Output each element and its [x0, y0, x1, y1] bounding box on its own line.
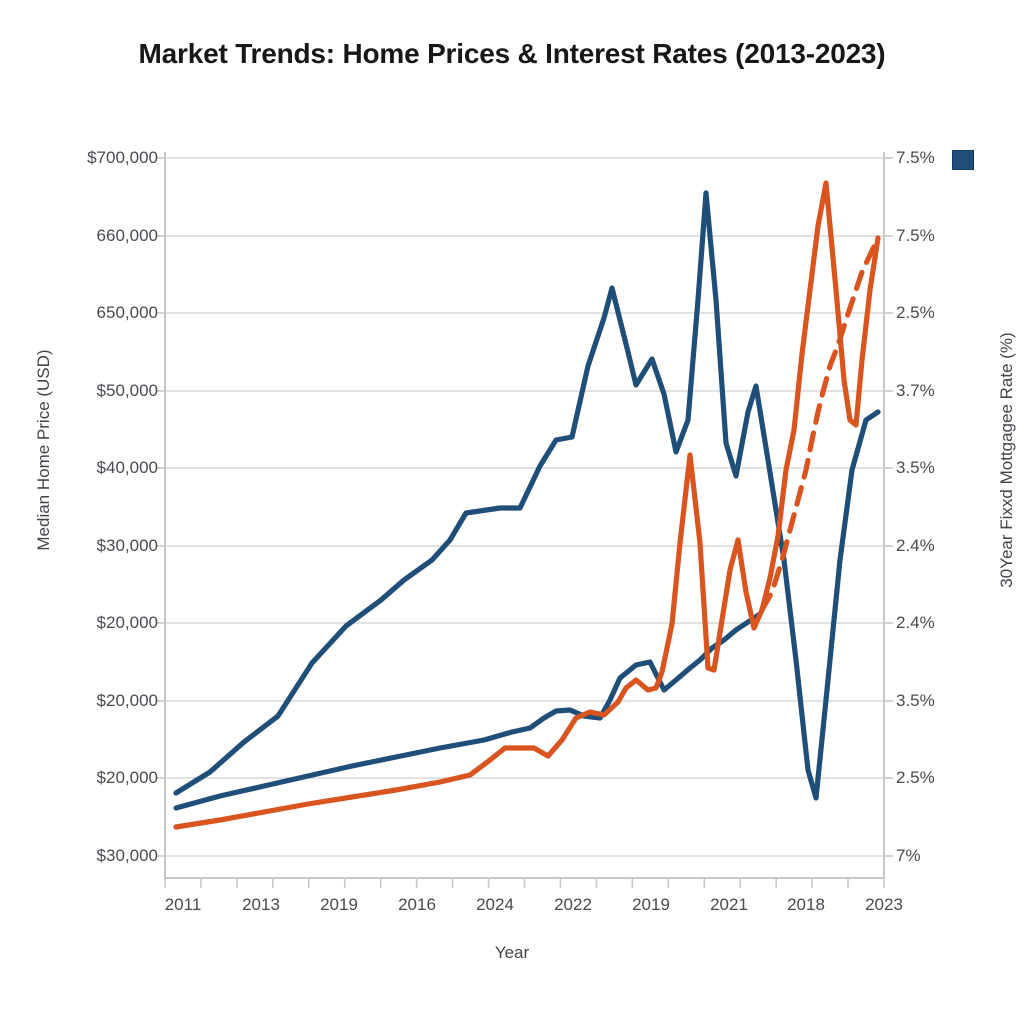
- y-axis-left-tick-label: $700,000: [87, 148, 158, 167]
- y-axis-right-tick-label: 3.5%: [896, 458, 935, 477]
- y-axis-right-tick-label: 7.5%: [896, 226, 935, 245]
- y-axis-right-tick-label: 2.5%: [896, 768, 935, 787]
- gridlines: [165, 157, 884, 857]
- x-axis-tick-label: 2019: [632, 895, 670, 914]
- x-axis-tick-label: 2011: [164, 895, 202, 914]
- x-axis-tick-label: 2023: [865, 895, 903, 914]
- y-axis-left-tick-label: $30,000: [96, 536, 158, 555]
- series-line-home-price-volatile: [173, 190, 881, 801]
- data-series: [173, 180, 881, 830]
- x-axis-tick-label: 2022: [554, 895, 592, 914]
- y-axis-right-tick-label: 2.4%: [896, 536, 935, 555]
- y-axis-right-tick-label: 2.4%: [896, 613, 935, 632]
- y-axis-left-tick-label: $40,000: [96, 458, 158, 477]
- y-axis-left-labels: $700,000 660,000 650,000 $50,000 $40,000 $30,…: [28, 0, 158, 1024]
- y-axis-right-labels: 7.5% 7.5% 2.5% 3.7% 3.5% 2.4% 2.4% 3.5% 2.5% 7%: [896, 0, 1016, 1024]
- x-axis-tick-label: 2018: [787, 895, 825, 914]
- series-line-mortgage-rate-solid: [173, 180, 881, 830]
- x-axis-tick-label: 2021: [710, 895, 748, 914]
- y-axis-left-tick-label: $50,000: [96, 381, 158, 400]
- y-axis-left-tick-label: 650,000: [96, 303, 158, 322]
- y-axis-left-tick-label: $20,000: [96, 768, 158, 787]
- y-axis-right-tick-label: 7%: [896, 846, 921, 865]
- y-axis-right-tick-label: 2.5%: [896, 303, 935, 322]
- x-axis-tick-label: 2024: [476, 895, 514, 914]
- x-axis-tick-label: 2019: [320, 895, 358, 914]
- y-axis-right-tick-label: 3.5%: [896, 691, 935, 710]
- y-axis-right-tick-label: 3.7%: [896, 381, 935, 400]
- x-axis-tick-label: 2013: [242, 895, 280, 914]
- y-axis-left-tick-label: $20,000: [96, 613, 158, 632]
- series-line-mortgage-rate-dashed-forecast: [759, 235, 881, 613]
- legend-swatch-blue[interactable]: [952, 150, 974, 170]
- y-axis-left-tick-label: $20,000: [96, 691, 158, 710]
- y-axis-left-tick-label: 660,000: [96, 226, 158, 245]
- y-axis-left-tick-label: $30,000: [96, 846, 158, 865]
- y-axis-right-tick-label: 7.5%: [896, 148, 935, 167]
- tick-marks: [156, 157, 893, 888]
- x-axis-title: Year: [494, 943, 530, 962]
- chart-title: Market Trends: Home Prices & Interest Ra…: [138, 38, 886, 69]
- x-axis-tick-label: 2016: [398, 895, 436, 914]
